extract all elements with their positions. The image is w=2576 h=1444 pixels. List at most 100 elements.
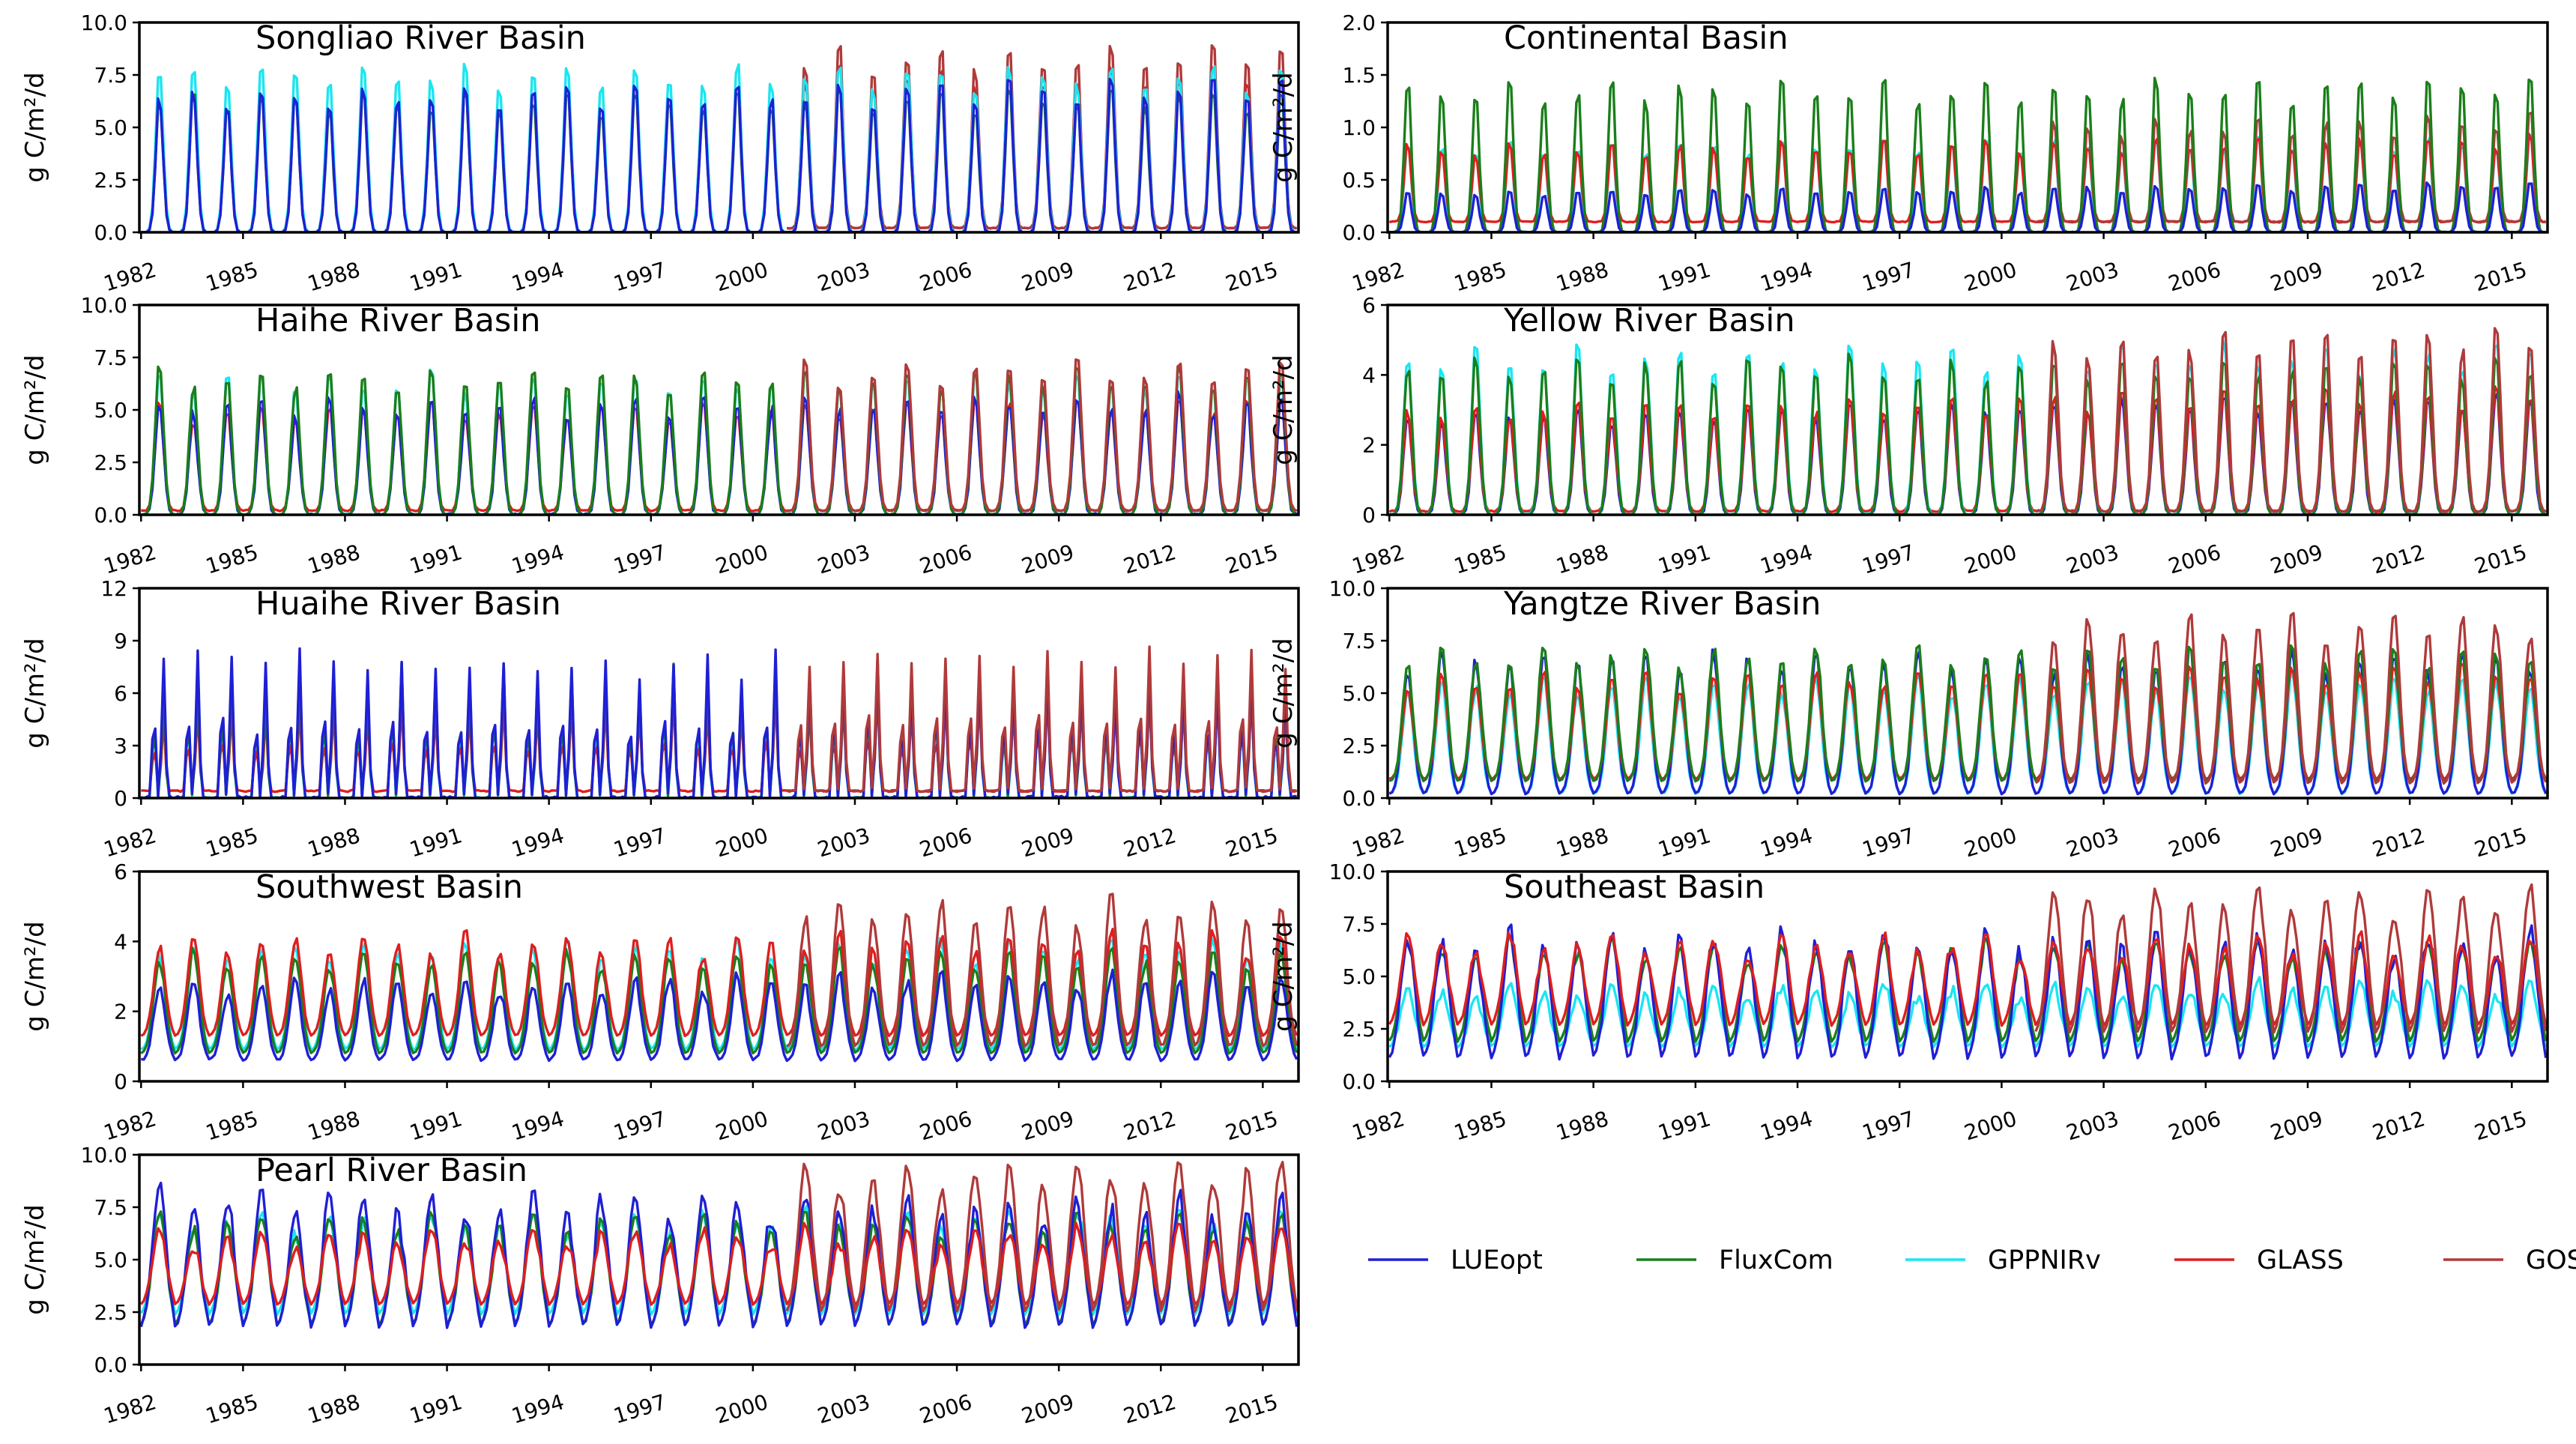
x-tick-label: 2003 — [2063, 823, 2122, 862]
x-tick-label: 1988 — [305, 823, 363, 862]
x-tick-label: 2000 — [1962, 1106, 2020, 1145]
x-tick-label: 1985 — [203, 1389, 261, 1428]
x-tick-label: 2006 — [916, 540, 975, 578]
x-tick-label: 1982 — [1349, 823, 1408, 862]
x-tick-label: 2003 — [814, 257, 873, 296]
x-tick-label: 2000 — [713, 1106, 771, 1145]
series-line-glass — [1388, 384, 2546, 513]
y-tick-label: 0.0 — [94, 503, 127, 528]
x-tick-label: 2006 — [916, 1106, 975, 1145]
y-tick-label: 0.0 — [1342, 786, 1376, 811]
series-group — [141, 44, 1298, 232]
x-tick-label: 1985 — [1451, 540, 1510, 578]
x-tick-label: 2000 — [1962, 540, 2020, 578]
x-tick-label: 1988 — [305, 1106, 363, 1145]
x-tick-label: 2012 — [2369, 257, 2428, 296]
y-tick-label: 5.0 — [1342, 964, 1376, 989]
x-tick-label: 2000 — [713, 257, 771, 296]
panel-title: Continental Basin — [1504, 19, 1789, 57]
y-tick-label: 9 — [114, 629, 127, 653]
x-tick-label: 2015 — [1223, 1389, 1281, 1428]
x-tick-label: 1997 — [1859, 823, 1917, 862]
x-tick-label: 1994 — [1757, 1106, 1815, 1145]
legend: LUEopt FluxCom GPPNIRv GLASS GOSIF — [1368, 1245, 2576, 1275]
series-line-gppnirv — [1388, 976, 2548, 1049]
panel-pearl: 0.0 2.5 5.0 7.5 10.0 1982 1985 1988 1991 1994 1997… — [20, 1143, 1300, 1429]
y-tick-label: 10.0 — [1329, 860, 1376, 884]
panel-title: Haihe River Basin — [256, 302, 541, 339]
series-line-glass — [141, 691, 1298, 794]
x-tick-label: 2003 — [2063, 1106, 2122, 1145]
y-tick-label: 0 — [114, 1069, 127, 1094]
y-axis-label: g C/m²/d — [20, 638, 50, 748]
x-tick-label: 1991 — [1655, 1106, 1714, 1145]
x-tick-label: 1994 — [509, 1389, 567, 1428]
x-tick-label: 1991 — [407, 823, 465, 862]
x-tick-label: 2006 — [2165, 823, 2224, 862]
series-line-lueopt — [141, 390, 1298, 515]
x-tick-label: 2012 — [2369, 540, 2428, 578]
legend-item-lueopt: LUEopt — [1368, 1245, 1543, 1275]
panel-yellow: 0 2 4 6 1982 1985 1988 1991 1994 1997 2000 2003 2006… — [1269, 293, 2549, 579]
x-tick-label: 2015 — [2472, 823, 2530, 862]
x-tick-label: 2015 — [2472, 257, 2530, 296]
panel-title: Huaihe River Basin — [256, 585, 561, 623]
x-tick-label: 2003 — [814, 1106, 873, 1145]
y-tick-label: 7.5 — [1342, 629, 1376, 653]
plot-frame — [138, 870, 1300, 1083]
y-tick-label: 5.0 — [1342, 681, 1376, 706]
x-tick-label: 1982 — [101, 540, 160, 578]
y-axis-label: g C/m²/d — [20, 1204, 50, 1314]
x-tick-label: 1991 — [407, 1389, 465, 1428]
x-tick-label: 2012 — [1121, 1389, 1179, 1428]
y-axis-label: g C/m²/d — [1269, 72, 1298, 182]
x-tick-label: 2000 — [1962, 257, 2020, 296]
x-tick-label: 1991 — [407, 1106, 465, 1145]
series-line-gosif — [2034, 611, 2548, 785]
panel-title: Yellow River Basin — [1503, 302, 1795, 339]
series-group — [1388, 327, 2547, 515]
x-tick-label: 1994 — [1757, 540, 1815, 578]
series-line-fluxcom — [141, 365, 1298, 515]
legend-label: GLASS — [2257, 1245, 2344, 1275]
y-tick-label: 2.5 — [94, 1300, 127, 1325]
y-axis-label: g C/m²/d — [20, 72, 50, 182]
x-tick-label: 1982 — [101, 1106, 160, 1145]
x-tick-label: 1988 — [305, 540, 363, 578]
y-axis-label: g C/m²/d — [20, 921, 50, 1031]
legend-item-fluxcom: FluxCom — [1636, 1245, 1833, 1275]
series-line-gosif — [787, 645, 1298, 794]
series-line-glass — [139, 1221, 1298, 1306]
y-tick-label: 0 — [114, 786, 127, 811]
y-axis-label: g C/m²/d — [1269, 638, 1298, 748]
x-tick-label: 2006 — [916, 257, 975, 296]
y-tick-label: 5.0 — [94, 398, 127, 423]
legend-label: LUEopt — [1451, 1245, 1543, 1275]
x-tick-label: 2015 — [2472, 540, 2530, 578]
series-line-gppnirv — [1389, 133, 2546, 232]
x-tick-label: 1997 — [611, 540, 669, 578]
x-tick-label: 1997 — [611, 257, 669, 296]
x-tick-label: 1994 — [1757, 823, 1815, 862]
panel-title: Yangtze River Basin — [1503, 585, 1821, 623]
legend-label: GOSIF — [2526, 1245, 2576, 1275]
legend-item-glass: GLASS — [2174, 1245, 2344, 1275]
legend-item-gppnirv: GPPNIRv — [1905, 1245, 2101, 1275]
series-line-fluxcom — [141, 656, 1297, 798]
series-line-gosif — [787, 358, 1298, 513]
panel-continental: 0.0 0.5 1.0 1.5 2.0 1982 1985 1988 1991 1994 1997 2… — [1269, 10, 2549, 297]
x-tick-label: 2000 — [1962, 823, 2020, 862]
x-tick-label: 1985 — [1451, 257, 1510, 296]
series-line-lueopt — [1388, 391, 2547, 515]
y-tick-label: 7.5 — [94, 63, 127, 88]
legend-item-gosif: GOSIF — [2443, 1245, 2576, 1275]
x-tick-label: 2012 — [1121, 257, 1179, 296]
series-group — [140, 645, 1298, 798]
x-tick-label: 2003 — [2063, 540, 2122, 578]
x-tick-label: 2009 — [1018, 823, 1077, 862]
x-tick-label: 1997 — [611, 823, 669, 862]
y-tick-label: 0 — [1362, 503, 1376, 528]
x-tick-label: 1994 — [1757, 257, 1815, 296]
panel-title: Songliao River Basin — [256, 19, 586, 57]
series-line-gosif — [786, 44, 1298, 230]
